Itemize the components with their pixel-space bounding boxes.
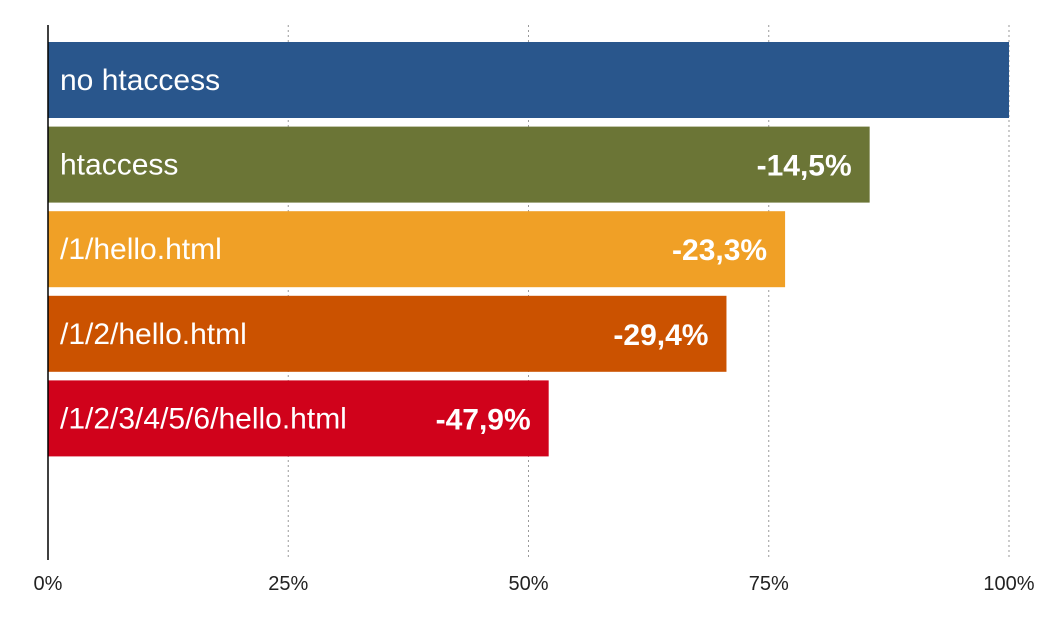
- bar-value-label: -29,4%: [613, 319, 708, 352]
- grid-lines: [287, 25, 1010, 560]
- bar-value-label: -47,9%: [436, 403, 531, 436]
- bar: [48, 211, 786, 288]
- bar-category-label: no htaccess: [60, 64, 220, 97]
- bar-category-label: /1/2/3/4/5/6/hello.html: [60, 402, 347, 435]
- x-tick-label: 75%: [749, 573, 789, 595]
- x-tick-label: 25%: [268, 573, 308, 595]
- bar-category-label: /1/hello.html: [60, 233, 222, 266]
- bar: [48, 126, 870, 203]
- bar-value-label: -14,5%: [757, 150, 852, 183]
- x-tick-label: 0%: [34, 573, 63, 595]
- x-tick-label: 100%: [983, 573, 1034, 595]
- x-tick-label: 50%: [508, 573, 548, 595]
- bar-category-label: /1/2/hello.html: [60, 318, 247, 351]
- bar-value-label: -23,3%: [672, 234, 767, 267]
- bar: [48, 295, 727, 372]
- x-axis-ticks: 0% 25% 50% 75% 100%: [34, 573, 1035, 595]
- bar-category-label: htaccess: [60, 149, 178, 182]
- bar: [48, 380, 549, 457]
- bars: no htaccess htaccess -14,5% /1/hello.html -2…: [48, 42, 1009, 457]
- bar: [48, 42, 1009, 118]
